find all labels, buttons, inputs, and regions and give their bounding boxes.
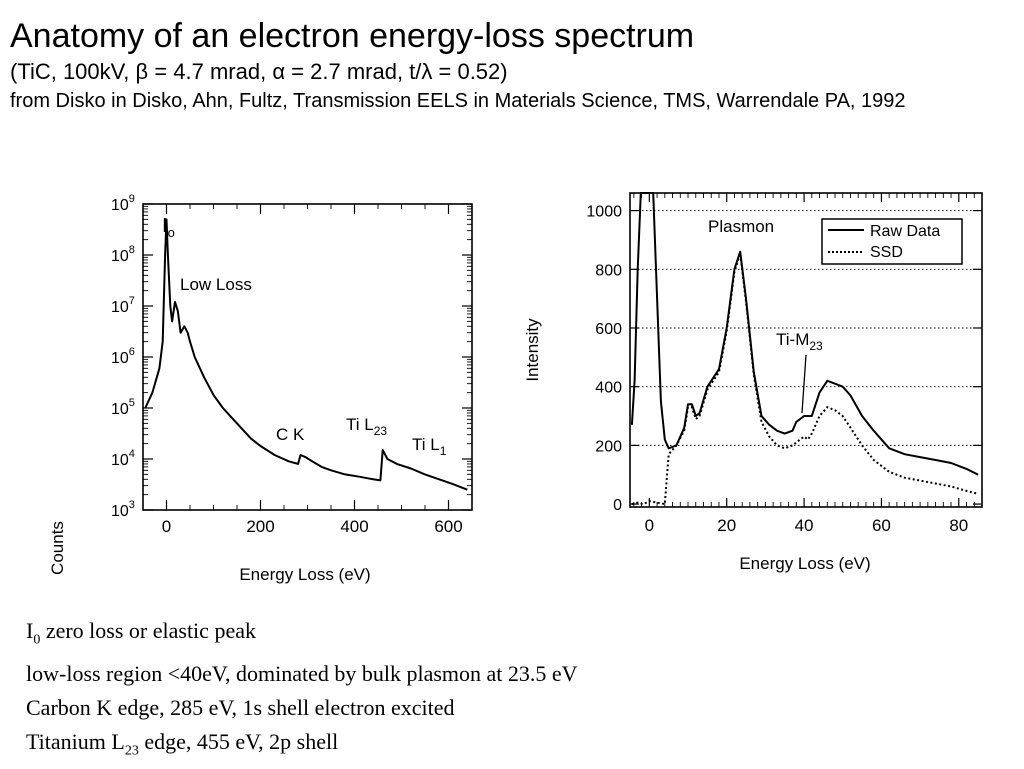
- ti-l23-sub: 23: [374, 424, 388, 438]
- y-tick-label: 1000: [586, 204, 622, 221]
- x-tick-label: 60: [872, 516, 891, 535]
- plot-frame: [142, 203, 473, 511]
- plasmon-annotation: Plasmon: [708, 217, 774, 236]
- note-item: Carbon K edge, 285 eV, 1s shell electron…: [26, 691, 578, 725]
- y-tick-label: 107: [111, 295, 135, 316]
- x-tick-label: 80: [949, 516, 968, 535]
- y-tick-label: 800: [595, 262, 622, 279]
- note-item: I0 zero loss or elastic peak: [26, 614, 578, 657]
- y-axis-label: Intensity: [523, 318, 542, 382]
- subtitle-part: = 0.52): [432, 59, 508, 84]
- x-tick-label: 40: [795, 516, 814, 535]
- alpha-symbol: α: [272, 59, 286, 84]
- note-item: Titanium L23 edge, 455 eV, 2p shell: [26, 725, 578, 768]
- beta-symbol: β: [135, 59, 149, 84]
- y-tick-label: 103: [111, 499, 135, 520]
- source-citation: from Disko in Disko, Ahn, Fultz, Transmi…: [10, 90, 906, 112]
- x-axis-ticks: 0 200 400 600: [142, 204, 473, 536]
- note-text: I: [26, 618, 34, 643]
- note-text: edge, 455 eV, 2p shell: [138, 729, 339, 755]
- legend-label-raw: Raw Data: [870, 223, 940, 240]
- io-annotation: Io: [162, 215, 175, 240]
- low-loss-annotation: Low Loss: [180, 275, 252, 294]
- ck-annotation: C K: [276, 425, 305, 444]
- ssd-line: [631, 252, 979, 506]
- x-axis-label: Energy Loss (eV): [239, 565, 370, 584]
- legend-box: [821, 218, 963, 265]
- x-axis-label: Energy Loss (eV): [739, 554, 870, 573]
- y-tick-label: 106: [111, 346, 135, 367]
- y-axis-ticks: 103 104 105 106 107 108 109: [111, 193, 472, 520]
- note-item: low-loss region <40eV, dominated by bulk…: [26, 657, 578, 691]
- y-tick-label: 200: [595, 438, 622, 455]
- subtitle-part: = 2.7 mrad, t/: [285, 59, 422, 84]
- plot-frame: [629, 192, 983, 508]
- x-tick-label: 0: [162, 517, 171, 536]
- legend: Raw Data SSD: [821, 218, 963, 265]
- ti-l23-text: Ti L: [346, 415, 374, 434]
- x-tick-label: 20: [717, 516, 736, 535]
- subtitle-part: = 4.7 mrad,: [148, 59, 273, 84]
- ti-m23-pointer: [801, 354, 807, 414]
- grid-lines: [630, 210, 982, 446]
- y-tick-label: 105: [111, 397, 135, 418]
- header: Anatomy of an electron energy-loss spect…: [10, 16, 1014, 116]
- low-loss-detail-chart: 0 200 400 600 800 1000 0 20 40 60 80 Intensity En…: [523, 192, 983, 573]
- x-tick-label: 400: [340, 517, 368, 536]
- x-axis-ticks: 0 20 40 60 80: [633, 193, 983, 535]
- note-text: Carbon K edge, 285 eV, 1s shell electron…: [26, 695, 455, 721]
- note-sub: 23: [124, 743, 139, 759]
- y-tick-label: 400: [595, 380, 622, 397]
- series-lines: [630, 192, 979, 506]
- note-text: Titanium L: [26, 729, 125, 755]
- y-tick-label: 0: [613, 497, 622, 514]
- note-sub: 0: [33, 632, 41, 648]
- ti-l1-text: Ti L: [412, 435, 440, 454]
- ti-m23-text: Ti-M: [776, 330, 809, 349]
- plot-border: [629, 192, 983, 508]
- y-tick-label: 600: [595, 321, 622, 338]
- y-tick-label: 108: [111, 244, 135, 265]
- x-tick-label: 200: [246, 517, 274, 536]
- ti-l1-sub: 1: [440, 444, 447, 458]
- spectrum-line: [144, 218, 468, 491]
- notes-list: I0 zero loss or elastic peak low-loss re…: [26, 614, 578, 769]
- y-tick-label: 104: [111, 448, 135, 469]
- legend-label-ssd: SSD: [870, 244, 903, 261]
- ti-l23-annotation: Ti L23: [346, 415, 387, 438]
- page-subtitle: (TiC, 100kV, β = 4.7 mrad, α = 2.7 mrad,…: [10, 58, 1014, 86]
- series-lines: [144, 218, 468, 491]
- plot-border: [142, 203, 473, 511]
- x-tick-label: 0: [645, 516, 654, 535]
- io-text: I: [162, 215, 168, 237]
- page-title: Anatomy of an electron energy-loss spect…: [10, 17, 695, 55]
- ti-m23-annotation: Ti-M23: [776, 330, 823, 353]
- y-axis-label: Counts: [48, 521, 67, 575]
- lambda-symbol: λ: [421, 59, 433, 84]
- ti-l1-annotation: Ti L1: [412, 435, 447, 458]
- x-tick-label: 600: [434, 517, 462, 536]
- note-text: zero loss or elastic peak: [40, 618, 256, 643]
- subtitle-part: (TiC, 100kV,: [10, 59, 136, 84]
- io-sub: o: [168, 225, 175, 240]
- y-tick-label: 109: [111, 193, 135, 214]
- note-text: low-loss region <40eV, dominated by bulk…: [26, 661, 578, 687]
- y-axis-ticks: 0 200 400 600 800 1000: [586, 204, 982, 514]
- ti-m23-sub: 23: [809, 339, 823, 353]
